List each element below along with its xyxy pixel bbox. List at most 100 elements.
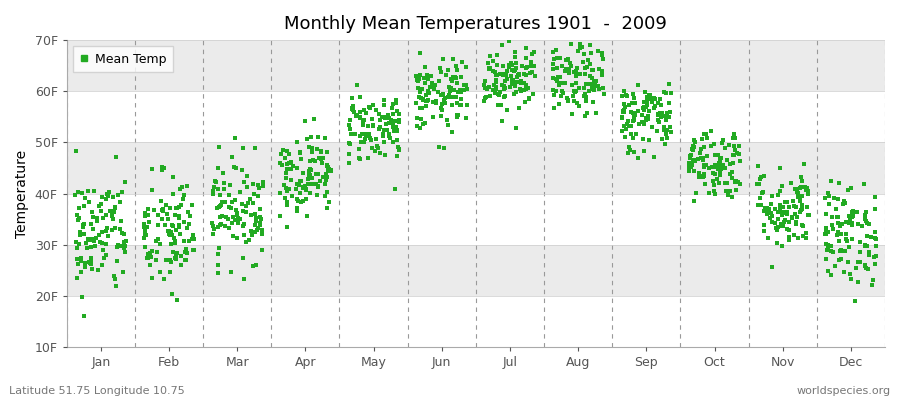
Point [248,229,262,235]
Point [694,146,708,152]
Point [502,62,517,68]
Point [761,206,776,212]
Point [487,82,501,89]
Point [478,77,492,84]
Point [442,92,456,98]
Point [636,136,651,142]
Point [342,116,356,123]
Point [164,259,178,265]
Point [274,151,288,157]
Point [342,150,356,157]
Point [305,148,320,155]
Point [845,222,859,228]
Point [141,250,156,257]
Point [233,216,248,222]
Point [94,240,109,246]
Point [842,212,856,219]
Point [510,72,525,78]
Point [435,107,449,113]
Point [187,246,202,253]
Point [824,243,839,250]
Point [377,139,392,145]
Point [788,211,802,218]
Point [506,77,520,83]
Point [278,155,293,161]
Point [293,156,308,162]
Point [770,216,785,222]
Point [781,234,796,240]
Point [454,102,468,108]
Point [217,180,231,186]
Point [274,212,288,219]
Point [435,101,449,107]
Point [655,135,670,142]
Point [528,72,543,79]
Point [78,195,93,201]
Point [280,224,294,230]
Point [517,71,531,78]
Point [508,67,522,74]
Point [346,108,361,115]
Point [519,55,534,62]
Point [490,71,504,78]
Point [723,161,737,168]
Point [505,62,519,68]
Point [420,97,435,103]
Point [228,217,242,223]
Point [839,231,853,237]
Point [211,224,225,230]
Point [364,144,379,151]
Point [185,232,200,238]
Point [566,88,580,95]
Point [652,118,667,125]
Point [592,66,607,73]
Point [478,94,492,101]
Point [616,107,630,114]
Point [313,155,328,162]
Point [768,220,782,227]
Point [390,127,404,134]
Point [138,213,152,219]
Point [410,85,425,91]
Point [852,259,867,265]
Point [779,226,794,232]
Point [661,135,675,141]
Point [846,211,860,218]
Point [500,107,514,113]
Point [111,192,125,198]
Point [145,274,159,281]
Point [371,145,385,151]
Point [794,207,808,214]
Point [796,222,810,229]
Point [361,123,375,129]
Point [518,98,533,105]
Point [148,257,163,263]
Point [302,168,317,174]
Point [568,72,582,79]
Point [683,153,698,160]
Point [222,203,237,210]
Point [278,195,293,201]
Point [310,134,325,140]
Point [564,62,579,69]
Point [96,246,111,253]
Point [626,118,640,124]
Point [343,126,357,133]
Point [108,204,122,211]
Point [708,171,723,178]
Point [625,100,639,106]
Point [514,88,528,94]
Point [352,155,366,162]
Point [486,68,500,75]
Point [489,86,503,93]
Point [661,127,675,133]
Point [578,70,592,77]
Point [205,231,220,237]
Point [656,127,670,133]
Point [139,210,153,216]
Point [248,222,263,228]
Point [726,131,741,137]
Point [867,254,881,261]
Point [713,160,727,166]
Point [300,212,314,219]
